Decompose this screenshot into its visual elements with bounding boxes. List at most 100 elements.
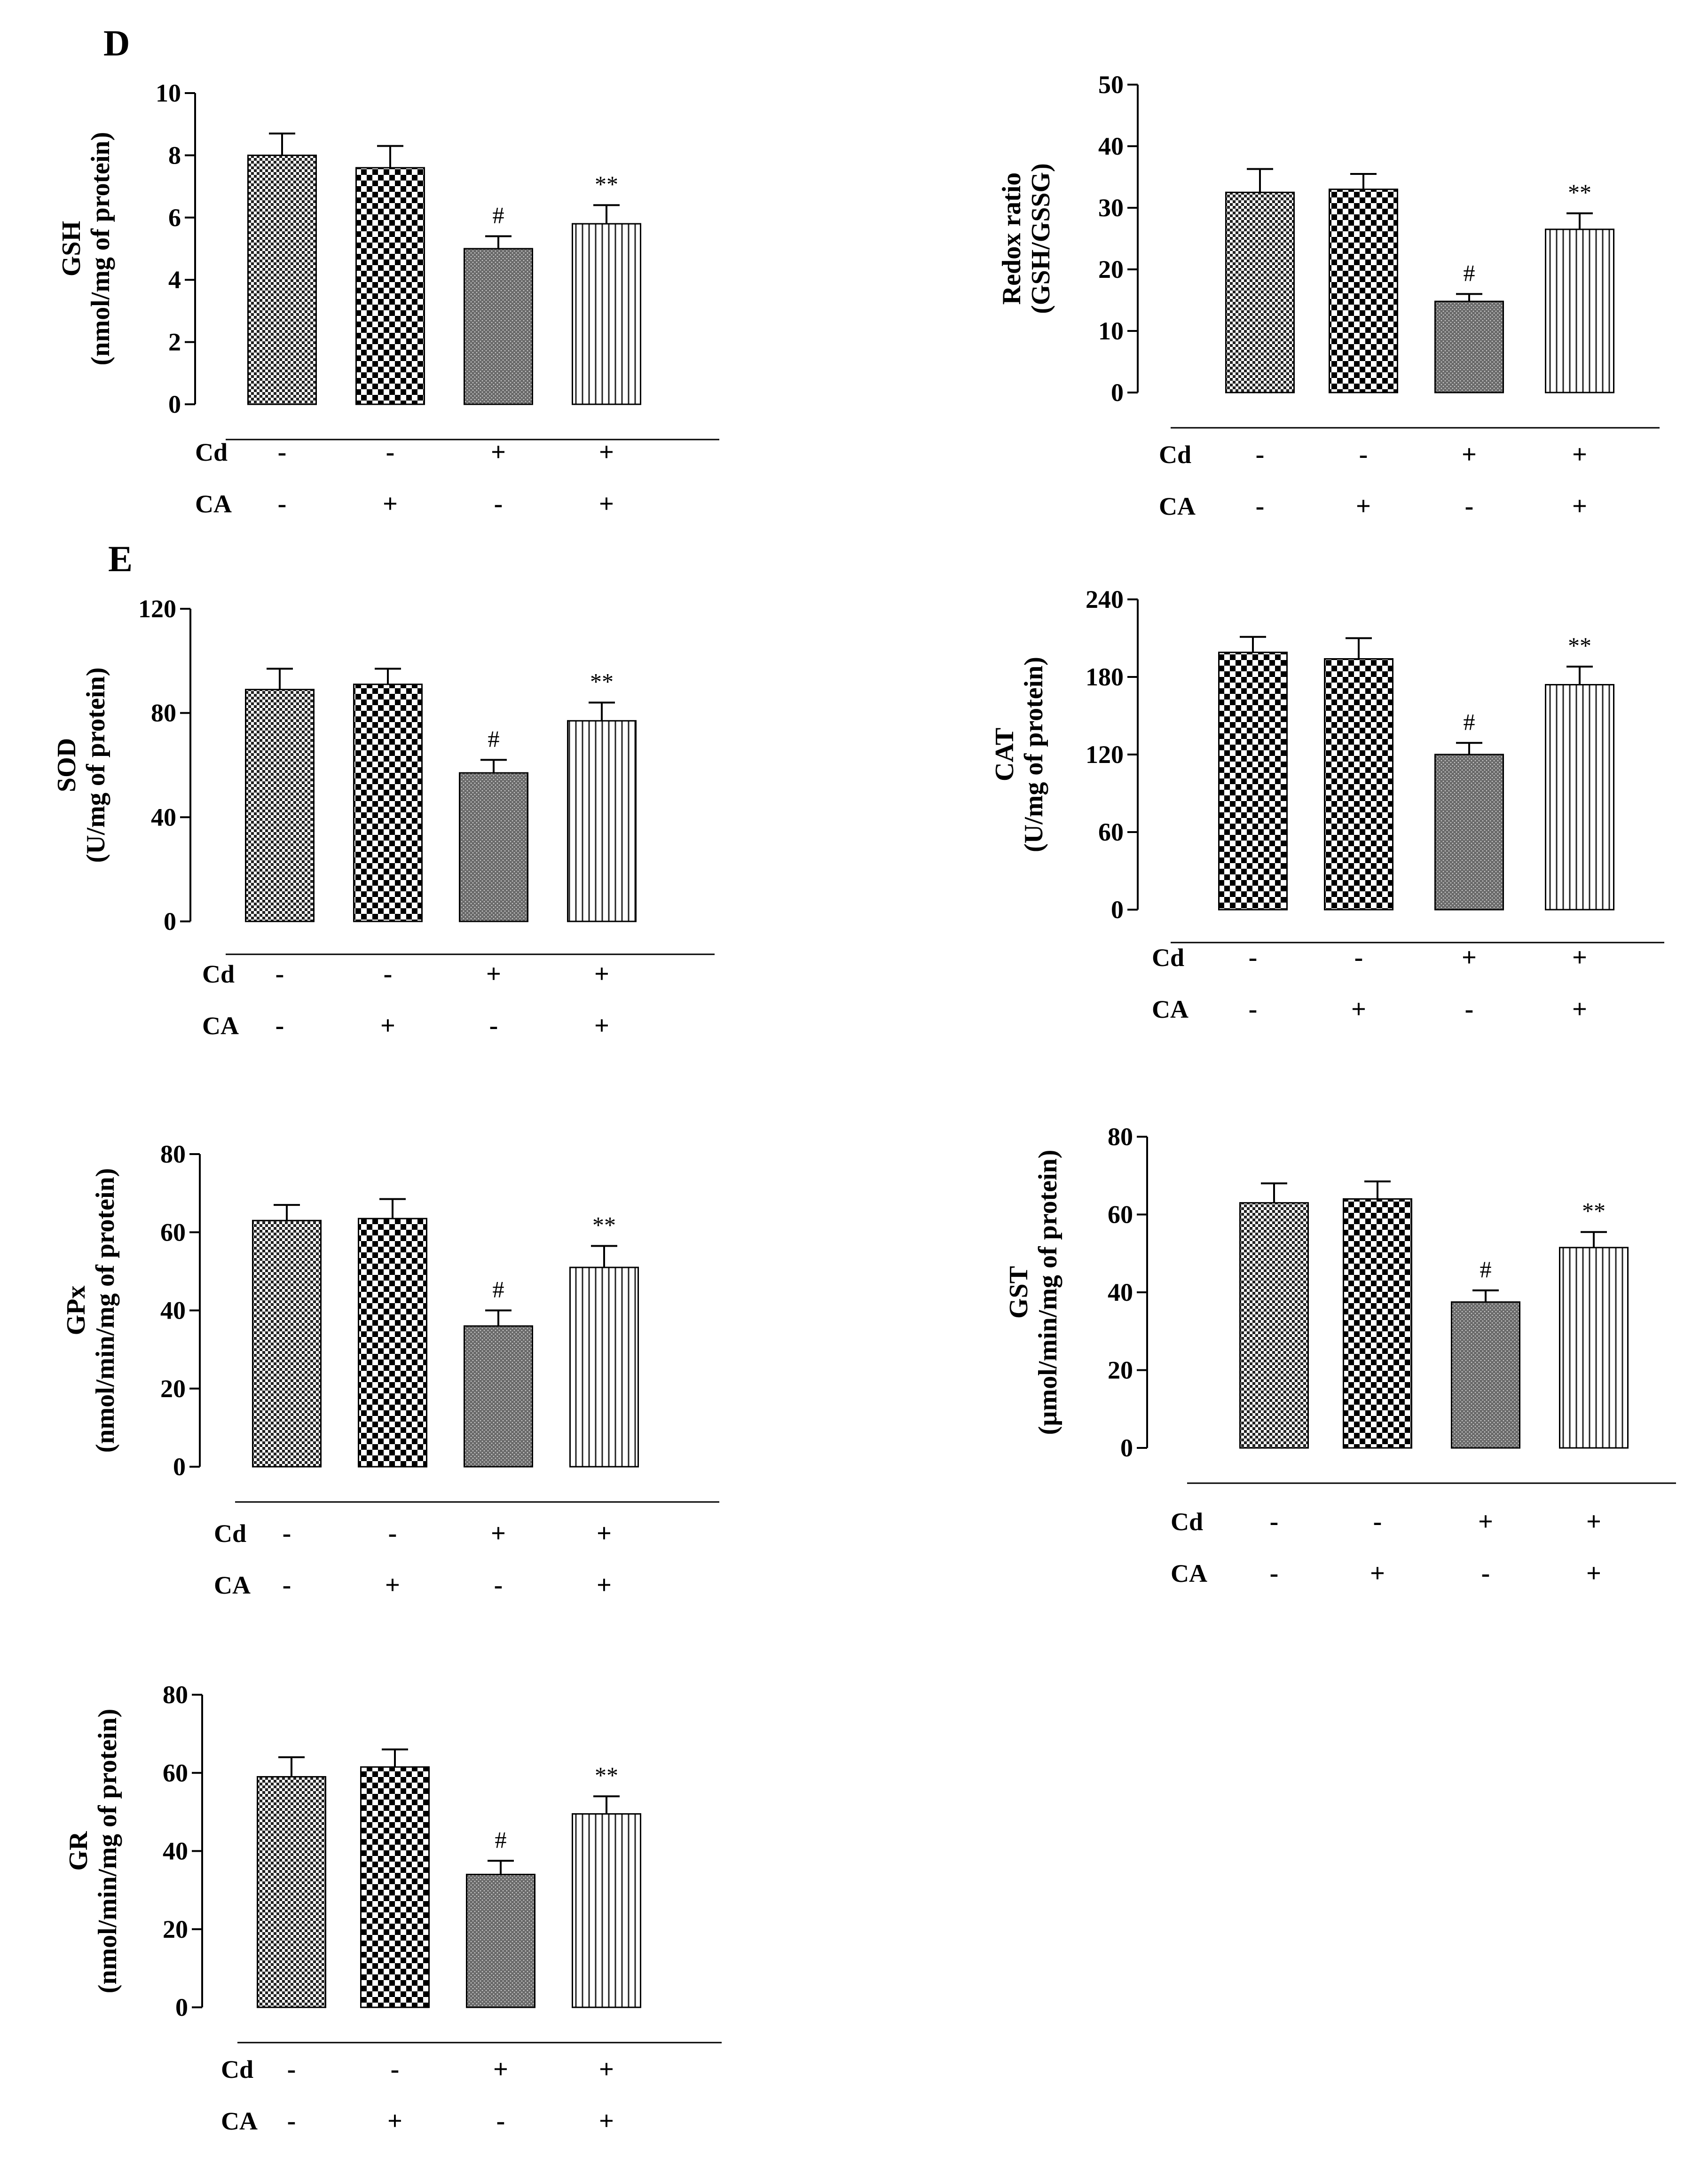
treatment-sign: - xyxy=(1373,1507,1382,1536)
treatment-sign: + xyxy=(385,1571,400,1600)
bar xyxy=(567,720,637,922)
treatment-sign: + xyxy=(1586,1507,1601,1536)
treatment-sign: - xyxy=(384,959,393,989)
y-axis-label: Redox ratio(GSH/GSSG) xyxy=(997,163,1055,314)
bar xyxy=(464,248,533,405)
bar xyxy=(1324,658,1393,911)
chart-gr: 0 20 40 60 80 GR(nmol/min/mg of protein) # ** Cd… xyxy=(64,1681,722,2136)
significance-mark: # xyxy=(493,1276,504,1303)
bar xyxy=(355,167,425,405)
bar xyxy=(1559,1247,1629,1449)
y-axis-label-line: (U/mg of protein) xyxy=(81,668,110,863)
row-label-cd: Cd xyxy=(221,2055,253,2083)
y-tick-label: 80 xyxy=(163,1681,188,1709)
panel-label-e: E xyxy=(108,538,133,579)
y-axis-label-line: SOD xyxy=(52,738,81,792)
treatment-sign: - xyxy=(489,1011,498,1040)
y-axis-label-line: GR xyxy=(64,1831,93,1871)
treatment-sign: + xyxy=(599,2055,614,2084)
y-axis-label-line: (GSH/GSSG) xyxy=(1026,163,1055,314)
significance-mark: # xyxy=(1464,259,1475,286)
significance-mark: ** xyxy=(1568,632,1591,659)
y-axis-label: GPx(nmol/min/mg of protein) xyxy=(62,1168,120,1453)
bar xyxy=(1451,1301,1520,1449)
treatment-sign: + xyxy=(1572,995,1587,1024)
bar xyxy=(459,772,528,922)
y-axis-label: SOD(U/mg of protein) xyxy=(52,668,110,863)
y-axis-label-line: GPx xyxy=(62,1286,91,1336)
significance-mark: ** xyxy=(595,171,618,197)
bar xyxy=(572,1813,641,2008)
treatment-sign: + xyxy=(383,489,398,519)
treatment-sign: + xyxy=(597,1519,612,1548)
treatment-sign: + xyxy=(597,1571,612,1600)
bar xyxy=(360,1766,430,2008)
chart-gpx: 0 20 40 60 80 GPx(nmol/min/mg of protein) # ** C… xyxy=(62,1140,719,1600)
treatment-sign: - xyxy=(391,2055,400,2084)
treatment-sign: + xyxy=(380,1011,395,1040)
y-tick-label: 80 xyxy=(160,1140,186,1168)
bar xyxy=(358,1218,427,1468)
y-axis-label: GST(µmol/min/mg of protein) xyxy=(1004,1150,1063,1435)
treatment-sign: - xyxy=(278,438,287,467)
y-axis-label-line: (µmol/min/mg of protein) xyxy=(1033,1150,1063,1435)
treatment-sign: - xyxy=(1270,1507,1279,1536)
y-axis-label: GSH(nmol/mg of protein) xyxy=(57,132,115,366)
y-tick-label: 20 xyxy=(160,1375,186,1403)
treatment-sign: - xyxy=(283,1571,291,1600)
treatment-sign: + xyxy=(1586,1559,1601,1588)
y-tick-label: 40 xyxy=(160,1297,186,1325)
y-axis-label-line: GSH xyxy=(57,221,86,276)
treatment-sign: + xyxy=(1462,440,1477,469)
treatment-sign: - xyxy=(1465,995,1474,1024)
y-tick-label: 0 xyxy=(175,1993,188,2021)
y-tick-label: 20 xyxy=(1108,1356,1133,1384)
y-tick-label: 80 xyxy=(1108,1123,1133,1151)
treatment-sign: - xyxy=(287,2107,296,2136)
y-axis-label-line: CAT xyxy=(990,728,1019,781)
treatment-sign: + xyxy=(491,438,506,467)
bar xyxy=(1218,652,1288,911)
treatment-sign: + xyxy=(594,1011,609,1040)
row-label-cd: Cd xyxy=(1159,440,1191,469)
treatment-sign: - xyxy=(283,1519,291,1548)
bar xyxy=(466,1873,535,2008)
y-axis-label-line: (nmol/mg of protein) xyxy=(86,132,115,366)
y-tick-label: 0 xyxy=(168,390,181,418)
treatment-sign: + xyxy=(1572,492,1587,521)
treatment-sign: + xyxy=(1572,440,1587,469)
treatment-sign: - xyxy=(1354,943,1363,972)
row-label-cd: Cd xyxy=(202,960,235,988)
bar xyxy=(572,223,641,405)
y-tick-label: 10 xyxy=(1098,317,1124,345)
significance-mark: ** xyxy=(590,668,614,695)
treatment-sign: - xyxy=(278,489,287,519)
bar xyxy=(257,1776,326,2008)
row-label-cd: Cd xyxy=(195,438,228,466)
bar xyxy=(1225,191,1295,393)
bar xyxy=(1343,1198,1412,1449)
treatment-sign: + xyxy=(599,438,614,467)
treatment-sign: - xyxy=(1465,492,1474,521)
y-tick-label: 20 xyxy=(1098,255,1124,283)
bar xyxy=(353,684,423,922)
treatment-sign: - xyxy=(1270,1559,1279,1588)
bar xyxy=(1329,189,1398,393)
significance-mark: # xyxy=(1464,708,1475,735)
treatment-sign: - xyxy=(1256,492,1265,521)
bar xyxy=(1545,228,1614,393)
significance-mark: # xyxy=(493,202,504,228)
treatment-sign: + xyxy=(599,489,614,519)
bar xyxy=(247,154,317,405)
chart-cat: 0 60 120 180 240 CAT(U/mg of protein) # ** Cd - - +… xyxy=(990,585,1664,1024)
row-label-ca: CA xyxy=(1159,492,1196,520)
significance-mark: # xyxy=(488,725,500,752)
treatment-sign: + xyxy=(387,2107,402,2136)
y-axis-label: GR(nmol/min/mg of protein) xyxy=(64,1709,122,1994)
row-label-ca: CA xyxy=(214,1571,251,1599)
treatment-sign: - xyxy=(494,489,503,519)
row-label-ca: CA xyxy=(1171,1559,1207,1588)
bar xyxy=(1434,300,1504,393)
y-tick-label: 0 xyxy=(1111,378,1124,407)
